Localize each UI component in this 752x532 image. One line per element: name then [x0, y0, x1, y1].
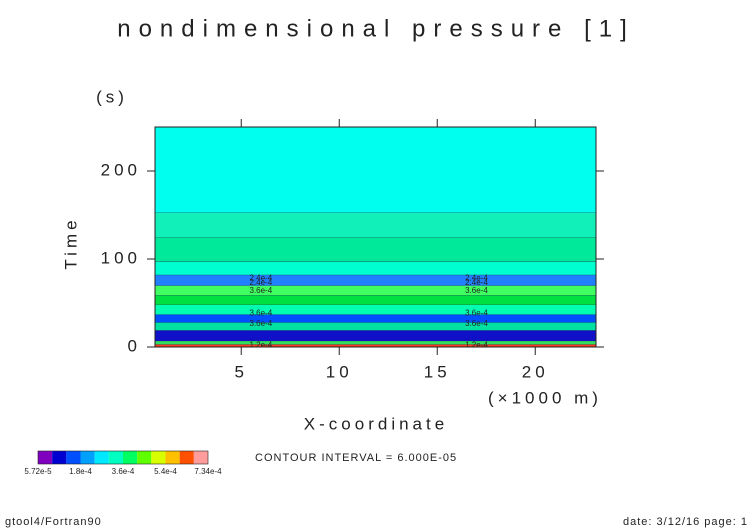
- colorbar-swatch: [66, 451, 81, 464]
- band: [155, 212, 596, 237]
- colorbar-label: 5.72e-5: [24, 467, 52, 476]
- colorbar-frame: [37, 450, 209, 465]
- band: [155, 237, 596, 262]
- y-unit: (s): [96, 87, 128, 106]
- y-tick-label: 200: [101, 160, 141, 179]
- contour-label: 2.4e-4: [249, 273, 272, 282]
- colorbar-swatch: [165, 451, 180, 464]
- contour-interval: CONTOUR INTERVAL = 6.000E-05: [255, 452, 457, 464]
- colorbar-swatch: [151, 451, 166, 464]
- band: [155, 344, 596, 347]
- colorbar-swatch: [123, 451, 138, 464]
- band: [155, 322, 596, 331]
- colorbar-swatch: [108, 451, 123, 464]
- contour-label: 3.6e-4: [465, 309, 488, 318]
- x-tick-label: 15: [424, 362, 451, 381]
- contour-label: 1.2e-4: [249, 340, 272, 349]
- band: [155, 314, 596, 323]
- contour-label: 2.4e-4: [465, 273, 488, 282]
- plot-frame: [154, 126, 597, 348]
- band: [155, 261, 596, 275]
- colorbar-label: 1.8e-4: [69, 467, 92, 476]
- colorbar-swatch: [94, 451, 109, 464]
- band: [155, 274, 596, 286]
- footer-left: gtool4/Fortran90: [5, 516, 102, 528]
- x-tick-label: 10: [326, 362, 353, 381]
- x-tick-label: 5: [235, 362, 248, 381]
- contour-label: 1.2e-4: [465, 340, 488, 349]
- colorbar-swatch: [38, 451, 53, 464]
- contour-label: 3.6e-4: [249, 319, 272, 328]
- y-tick-label: 100: [101, 248, 141, 267]
- colorbar-swatch: [80, 451, 95, 464]
- band: [155, 127, 596, 213]
- x-axis-label: X-coordinate: [304, 414, 448, 433]
- colorbar-swatch: [52, 451, 67, 464]
- contour-label: 3.6e-4: [465, 286, 488, 295]
- colorbar-label: 5.4e-4: [154, 467, 177, 476]
- y-axis-label: Time: [61, 216, 80, 269]
- contour-label: 3.6e-4: [465, 319, 488, 328]
- contour-label: 2.4e-4: [465, 278, 488, 287]
- colorbar-swatch: [137, 451, 152, 464]
- chart-title: nondimensional pressure [1]: [117, 15, 635, 42]
- contour-label: 3.6e-4: [249, 286, 272, 295]
- colorbar-swatch: [179, 451, 194, 464]
- x-unit: (×1000 m): [488, 388, 602, 407]
- band: [155, 285, 596, 296]
- band: [155, 295, 596, 305]
- colorbar-label: 3.6e-4: [112, 467, 135, 476]
- colorbar-label: 7.34e-4: [194, 467, 222, 476]
- x-tick-label: 20: [522, 362, 549, 381]
- band: [155, 330, 596, 341]
- band: [155, 304, 596, 315]
- band: [155, 340, 596, 345]
- contour-label: 2.4e-4: [249, 278, 272, 287]
- y-tick-label: 0: [128, 336, 141, 355]
- colorbar-swatch: [193, 451, 208, 464]
- contour-label: 3.6e-4: [249, 309, 272, 318]
- footer-right: date: 3/12/16 page: 1: [623, 516, 748, 528]
